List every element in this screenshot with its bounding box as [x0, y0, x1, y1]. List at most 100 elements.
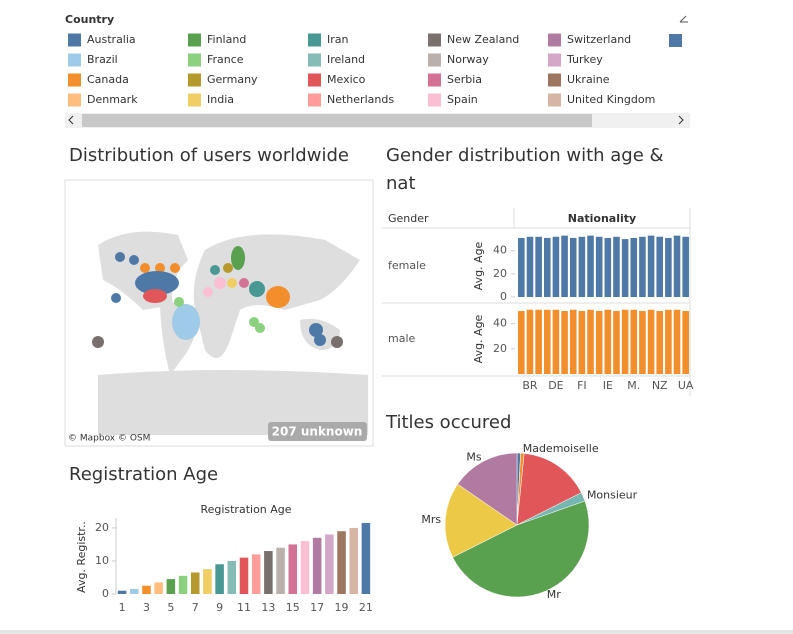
bar[interactable]	[656, 236, 664, 297]
bar[interactable]	[561, 235, 568, 297]
bar[interactable]	[526, 309, 534, 374]
bar[interactable]	[630, 237, 638, 297]
bar[interactable]	[178, 575, 188, 594]
bar[interactable]	[621, 239, 629, 297]
bar[interactable]	[595, 236, 603, 297]
bar[interactable]	[518, 311, 525, 374]
legend-swatch[interactable]	[68, 73, 81, 87]
pie-slice[interactable]	[457, 452, 518, 526]
bar[interactable]	[561, 311, 568, 374]
bar[interactable]	[117, 590, 127, 594]
legend-label[interactable]: Brazil	[87, 53, 118, 66]
bar[interactable]	[569, 237, 577, 297]
legend-swatch[interactable]	[68, 93, 81, 107]
legend-label[interactable]: Iran	[327, 33, 349, 46]
bar[interactable]	[665, 309, 672, 374]
legend-swatch[interactable]	[188, 93, 201, 107]
legend-swatch[interactable]	[428, 33, 441, 47]
legend-label[interactable]: France	[207, 53, 244, 66]
bar[interactable]	[621, 309, 629, 374]
legend-label[interactable]: Denmark	[87, 93, 138, 106]
legend-swatch[interactable]	[308, 73, 321, 87]
legend-swatch[interactable]	[68, 33, 81, 47]
bar[interactable]	[154, 582, 163, 594]
legend-swatch[interactable]	[68, 53, 81, 67]
legend-label[interactable]: Australia	[87, 33, 136, 46]
legend-swatch[interactable]	[548, 93, 561, 107]
legend-swatch[interactable]	[428, 53, 441, 67]
legend-label[interactable]: Germany	[207, 73, 258, 86]
bar[interactable]	[130, 589, 139, 594]
bar[interactable]	[251, 554, 261, 594]
bar[interactable]	[288, 544, 298, 594]
pie-slice[interactable]	[444, 483, 518, 558]
legend-label[interactable]: Canada	[87, 73, 129, 86]
bar[interactable]	[543, 237, 551, 297]
bar[interactable]	[300, 541, 310, 594]
bar[interactable]	[535, 309, 542, 374]
legend-label[interactable]: Spain	[447, 93, 478, 106]
bar[interactable]	[526, 236, 534, 297]
legend-swatch[interactable]	[308, 93, 321, 107]
bar[interactable]	[656, 311, 664, 374]
scroll-left[interactable]	[68, 115, 74, 125]
bar[interactable]	[587, 235, 594, 297]
bar[interactable]	[595, 311, 603, 374]
pie-slice[interactable]	[452, 500, 590, 598]
bar[interactable]	[239, 557, 249, 594]
legend-label[interactable]: Switzerland	[567, 33, 631, 46]
legend-label[interactable]: Norway	[447, 53, 489, 66]
legend-label[interactable]: New Zealand	[447, 33, 519, 46]
bar[interactable]	[578, 311, 586, 374]
bar[interactable]	[673, 309, 681, 374]
bar[interactable]	[337, 531, 346, 594]
legend-swatch[interactable]	[548, 33, 561, 47]
legend-swatch[interactable]	[548, 73, 561, 87]
legend-label[interactable]: United Kingdom	[567, 93, 655, 106]
legend-label[interactable]: Netherlands	[327, 93, 394, 106]
legend-label[interactable]: India	[207, 93, 234, 106]
bar[interactable]	[578, 236, 586, 297]
bar[interactable]	[361, 522, 371, 594]
bar[interactable]	[190, 572, 200, 594]
bar[interactable]	[647, 235, 655, 297]
bar[interactable]	[604, 309, 612, 374]
unknown-badge[interactable]	[268, 422, 367, 441]
bar[interactable]	[665, 237, 672, 297]
bar[interactable]	[604, 237, 612, 297]
bar[interactable]	[227, 560, 237, 594]
bar[interactable]	[552, 236, 560, 297]
bar[interactable]	[613, 311, 620, 374]
bar[interactable]	[325, 534, 334, 594]
legend-label[interactable]: Turkey	[566, 53, 603, 66]
bar[interactable]	[673, 235, 681, 297]
legend-swatch[interactable]	[188, 53, 201, 67]
bar[interactable]	[552, 309, 560, 374]
legend-label[interactable]: Serbia	[447, 73, 482, 86]
bar[interactable]	[639, 236, 646, 297]
bar[interactable]	[264, 551, 273, 594]
bar[interactable]	[543, 309, 551, 374]
pie-slice[interactable]	[516, 453, 582, 526]
bar[interactable]	[587, 309, 594, 374]
legend-label[interactable]: Ireland	[327, 53, 365, 66]
scroll-right[interactable]	[678, 115, 684, 125]
legend-swatch[interactable]	[428, 93, 441, 107]
legend-swatch[interactable]	[548, 53, 561, 67]
bar[interactable]	[276, 547, 285, 594]
legend-label[interactable]: Finland	[207, 33, 246, 46]
bar[interactable]	[535, 236, 542, 297]
bar[interactable]	[518, 237, 525, 297]
bar[interactable]	[613, 236, 620, 297]
legend-swatch[interactable]	[308, 33, 321, 47]
bar[interactable]	[142, 585, 151, 594]
scroll-thumb[interactable]	[82, 114, 592, 127]
bar[interactable]	[630, 309, 638, 374]
bar[interactable]	[569, 309, 577, 374]
bar[interactable]	[312, 537, 322, 594]
bar[interactable]	[215, 564, 224, 594]
unknown-count[interactable]: 207 unknown	[272, 425, 363, 439]
bar[interactable]	[639, 311, 646, 374]
bar[interactable]	[682, 236, 689, 297]
legend-label[interactable]: Mexico	[327, 73, 366, 86]
